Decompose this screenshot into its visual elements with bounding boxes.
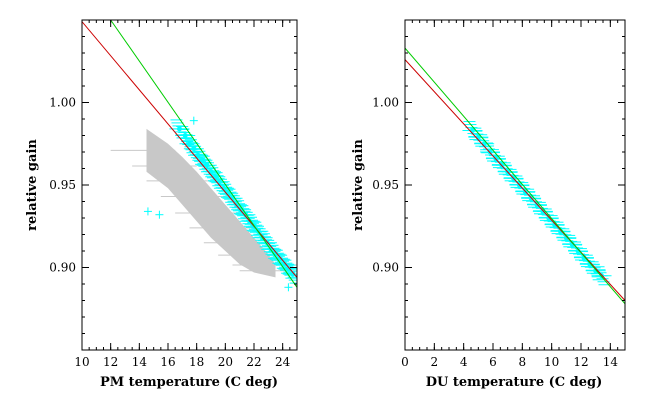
right-x-axis-label: DU temperature (C deg)	[426, 375, 603, 390]
left-chart-panel: 10 12 14 16 18 20 22 24 0.90 0.95 1.00 PM temperat…	[25, 19, 298, 390]
left-x-axis-label: PM temperature (C deg)	[100, 375, 278, 390]
data-point	[176, 126, 182, 132]
right-plot-area	[405, 47, 625, 305]
x-tick-label: 14	[603, 355, 619, 369]
x-tick-label: 22	[246, 355, 261, 369]
fit-line-red	[405, 59, 625, 301]
left-y-axis-label: relative gain	[25, 139, 40, 231]
x-tick-label: 20	[218, 355, 233, 369]
y-tick-label: 1.00	[372, 96, 399, 110]
x-tick-label: 2	[431, 355, 439, 369]
data-point	[217, 179, 223, 185]
y-tick-label: 0.90	[49, 261, 76, 275]
x-tick-label: 24	[275, 355, 291, 369]
data-point	[204, 162, 210, 168]
x-tick-label: 18	[189, 355, 204, 369]
y-tick-label: 0.90	[372, 261, 399, 275]
x-tick-label: 10	[544, 355, 559, 369]
left-axis-ticks: 10 12 14 16 18 20 22 24 0.90 0.95 1.00	[49, 19, 298, 369]
x-tick-label: 0	[401, 355, 409, 369]
x-tick-label: 8	[519, 355, 527, 369]
x-tick-label: 10	[74, 355, 89, 369]
fit-line-green	[405, 47, 625, 305]
y-tick-label: 1.00	[49, 96, 76, 110]
right-chart-panel: 0 2 4 6 8 10 12 14 0.90 0.95 1.00 DU temperature (…	[351, 19, 626, 390]
x-tick-label: 12	[573, 355, 588, 369]
right-axis-ticks: 0 2 4 6 8 10 12 14 0.90 0.95 1.00	[372, 19, 626, 369]
x-tick-label: 14	[132, 355, 148, 369]
data-point	[290, 271, 296, 277]
data-point	[242, 212, 248, 218]
right-y-axis-label: relative gain	[351, 139, 366, 231]
x-tick-label: 12	[103, 355, 118, 369]
fit-line-green	[110, 20, 297, 288]
fit-line-red	[82, 21, 297, 278]
y-tick-label: 0.95	[372, 178, 399, 192]
x-tick-label: 4	[460, 355, 468, 369]
x-tick-label: 16	[160, 355, 175, 369]
x-tick-label: 6	[489, 355, 497, 369]
data-point	[191, 146, 197, 152]
y-tick-label: 0.95	[49, 178, 76, 192]
left-plot-area	[82, 20, 297, 292]
